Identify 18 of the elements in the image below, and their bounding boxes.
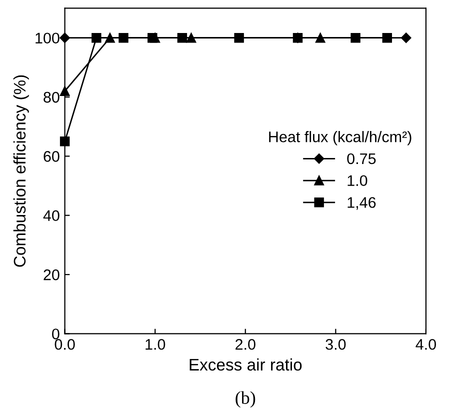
- x-tick-label: 0.0: [54, 338, 75, 350]
- x-axis-title: Excess air ratio: [190, 358, 302, 371]
- legend-label: 1.0: [348, 175, 368, 186]
- y-tick-label: 100: [36, 32, 60, 44]
- y-axis-title: Combustion efficiency (%): [13, 75, 29, 267]
- y-tick-label: 40: [43, 210, 60, 222]
- text: (b): [236, 391, 256, 408]
- x-tick-label: 1.0: [146, 338, 166, 350]
- y-tick-label: 0: [52, 328, 60, 340]
- legend-label: 1,46: [348, 197, 376, 210]
- legend-title: Heat flux (kcal/h/cm²): [269, 131, 412, 146]
- legend-label: 0.75: [347, 153, 376, 164]
- y-tick-label: 80: [44, 92, 60, 103]
- x-tick-label: 4.0: [416, 338, 436, 350]
- y-tick-label: 20: [44, 269, 60, 280]
- x-tick-label: 3.0: [326, 338, 346, 350]
- y-tick-label: 60: [44, 151, 60, 162]
- x-tick-label: 2.0: [236, 338, 256, 350]
